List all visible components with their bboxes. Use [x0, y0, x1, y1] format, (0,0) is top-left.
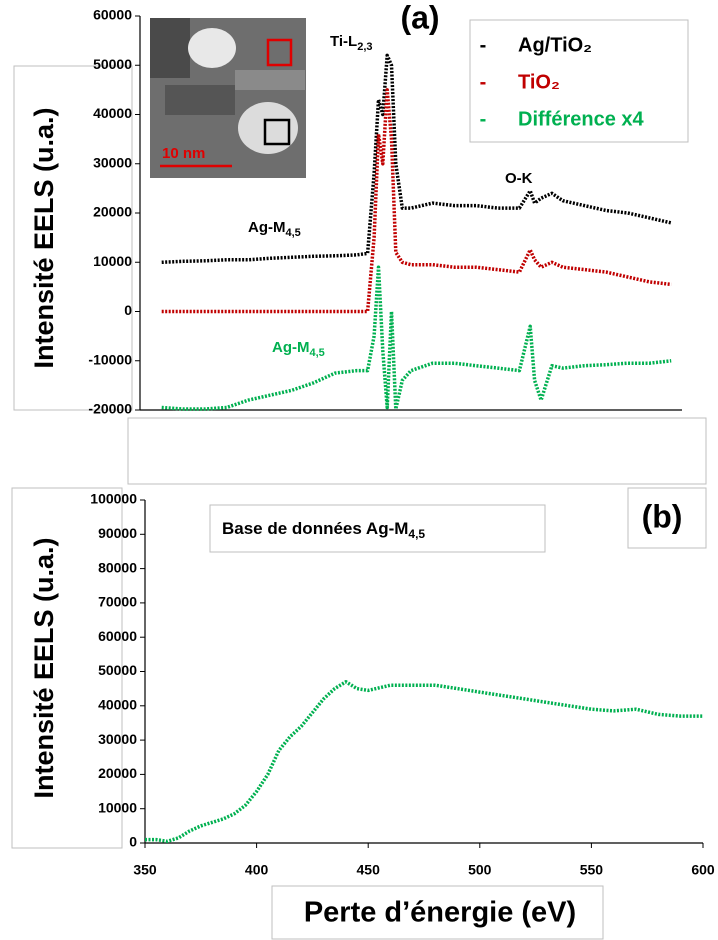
x-tick-label: 550 — [580, 862, 604, 878]
inset-black-square — [263, 118, 291, 146]
label-box — [271, 885, 604, 940]
annotation: Ag-M4,5 — [272, 339, 325, 359]
y-tick-label: 40000 — [93, 105, 132, 121]
annotation-box — [209, 504, 546, 553]
inset-gray — [235, 70, 305, 90]
empty-box — [127, 417, 707, 485]
y-tick-label: 30000 — [93, 154, 132, 170]
y-axis-title: Intensité EELS (u.a.) — [29, 107, 59, 368]
data-line — [161, 88, 672, 314]
inset-particle — [188, 28, 236, 68]
x-tick-label: 400 — [245, 862, 269, 878]
y-tick-label: 20000 — [98, 765, 137, 781]
scale-label: 10 nm — [162, 145, 205, 162]
y-tick-label: 70000 — [98, 594, 137, 610]
y-tick-label: 100000 — [90, 491, 137, 507]
chart-title: (a) — [400, 0, 439, 35]
title-box — [627, 487, 707, 549]
y-axis-title: Intensité EELS (u.a.) — [29, 537, 59, 798]
annotation-text: Base de données Ag-M — [222, 519, 408, 538]
inset-particle — [238, 102, 298, 154]
y-tick-label: 0 — [129, 834, 137, 850]
label-box — [13, 65, 133, 411]
data-line — [161, 265, 672, 411]
x-axis-title: Perte d’énergie (eV) — [304, 897, 576, 929]
inset-image — [150, 18, 306, 178]
legend-label: Différence x4 — [518, 108, 644, 130]
legend-label: TiO₂ — [518, 71, 560, 93]
annotation-text: Ag-M — [272, 339, 310, 356]
y-tick-label: -20000 — [88, 401, 132, 417]
data-line — [161, 53, 672, 265]
legend-marker: - — [480, 34, 487, 56]
inset-dark — [150, 18, 190, 78]
annotation: Base de données Ag-M4,5 — [222, 519, 425, 541]
y-tick-label: 50000 — [93, 56, 132, 72]
y-tick-label: 50000 — [98, 662, 137, 678]
annotation-text: O-K — [505, 170, 533, 187]
y-tick-label: 0 — [124, 302, 132, 318]
legend-marker: - — [480, 108, 487, 130]
legend-label: Ag/TiO₂ — [518, 34, 592, 56]
annotation-sub: 2,3 — [357, 41, 372, 53]
annotation: Ag-M4,5 — [248, 219, 301, 239]
y-tick-label: 30000 — [98, 731, 137, 747]
annotation-sub: 4,5 — [408, 527, 425, 541]
y-tick-label: 20000 — [93, 204, 132, 220]
y-tick-label: 80000 — [98, 559, 137, 575]
legend-marker: - — [480, 71, 487, 93]
inset-red-square — [266, 38, 293, 67]
y-tick-label: 40000 — [98, 697, 137, 713]
legend-box — [469, 19, 689, 143]
x-tick-label: 350 — [133, 862, 157, 878]
x-tick-label: 600 — [691, 862, 715, 878]
annotation-sub: 4,5 — [310, 347, 325, 359]
data-line — [145, 680, 703, 844]
y-tick-label: 60000 — [93, 7, 132, 23]
x-tick-label: 500 — [468, 862, 492, 878]
chart-title: (b) — [642, 498, 683, 534]
annotation-text: Ti-L — [330, 33, 357, 50]
annotation-text: Ag-M — [248, 219, 286, 236]
y-tick-label: 60000 — [98, 628, 137, 644]
x-tick-label: 450 — [357, 862, 381, 878]
y-tick-label: 10000 — [98, 799, 137, 815]
y-tick-label: 10000 — [93, 253, 132, 269]
label-box — [11, 487, 123, 849]
y-tick-label: -10000 — [88, 351, 132, 367]
annotation: Ti-L2,3 — [330, 33, 373, 53]
annotation: O-K — [505, 170, 533, 187]
inset-dark — [165, 85, 235, 115]
y-tick-label: 90000 — [98, 525, 137, 541]
annotation-sub: 4,5 — [286, 227, 301, 239]
